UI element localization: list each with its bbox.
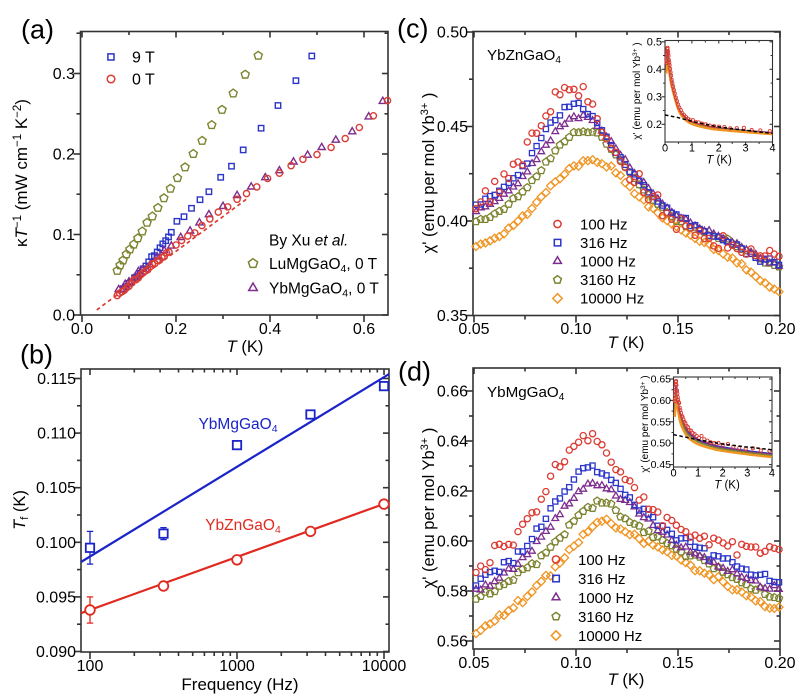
svg-text:(b): (b) xyxy=(20,340,53,370)
svg-text:0.0: 0.0 xyxy=(53,308,75,325)
svg-text:0.05: 0.05 xyxy=(458,321,489,338)
svg-text:0.60: 0.60 xyxy=(651,395,672,407)
svg-text:0.20: 0.20 xyxy=(764,655,795,672)
svg-text:0.64: 0.64 xyxy=(437,434,468,451)
svg-text:0.58: 0.58 xyxy=(437,584,468,601)
svg-text:0.50: 0.50 xyxy=(437,25,468,42)
svg-text:1000: 1000 xyxy=(219,658,255,675)
svg-text:10000 Hz: 10000 Hz xyxy=(578,628,642,645)
svg-text:316 Hz: 316 Hz xyxy=(578,571,626,588)
svg-text:T (K): T (K) xyxy=(714,480,740,492)
svg-text:0.10: 0.10 xyxy=(560,655,591,672)
svg-text:YbMgGaO4: YbMgGaO4 xyxy=(198,416,277,435)
svg-text:0.1: 0.1 xyxy=(53,227,75,244)
svg-text:0.3: 0.3 xyxy=(53,66,75,83)
svg-text:T (K): T (K) xyxy=(227,338,264,356)
svg-text:Tf (K): Tf (K) xyxy=(11,490,31,530)
svg-text:0.4: 0.4 xyxy=(259,321,281,338)
svg-text:T (K): T (K) xyxy=(608,334,645,352)
svg-text:0.3: 0.3 xyxy=(647,91,662,103)
svg-text:(d): (d) xyxy=(398,357,431,387)
svg-text:316 Hz: 316 Hz xyxy=(580,235,628,252)
svg-text:χ' (emu per mol Yb3+ ): χ' (emu per mol Yb3+ ) xyxy=(419,428,438,589)
svg-text:100 Hz: 100 Hz xyxy=(580,216,628,233)
svg-text:(c): (c) xyxy=(397,14,428,44)
svg-text:9 T: 9 T xyxy=(132,50,155,67)
svg-text:0.5: 0.5 xyxy=(647,36,662,48)
svg-text:0.2: 0.2 xyxy=(647,119,662,131)
svg-text:0.0: 0.0 xyxy=(71,321,93,338)
svg-text:4: 4 xyxy=(769,468,775,480)
svg-text:2: 2 xyxy=(716,143,722,155)
svg-text:0.40: 0.40 xyxy=(437,214,468,231)
svg-text:By Xu et al.: By Xu et al. xyxy=(269,233,348,250)
svg-text:3: 3 xyxy=(743,143,749,155)
svg-text:YbMgGaO4: YbMgGaO4 xyxy=(487,384,565,403)
svg-text:YbZnGaO4: YbZnGaO4 xyxy=(487,47,561,66)
svg-text:0.15: 0.15 xyxy=(662,321,693,338)
svg-text:0.05: 0.05 xyxy=(458,655,489,672)
svg-text:0.100: 0.100 xyxy=(36,535,76,552)
svg-text:0.62: 0.62 xyxy=(437,484,468,501)
svg-text:0.35: 0.35 xyxy=(437,308,468,325)
svg-text:YbZnGaO4: YbZnGaO4 xyxy=(205,517,281,536)
svg-text:0.110: 0.110 xyxy=(37,426,76,443)
svg-text:1: 1 xyxy=(695,468,701,480)
svg-text:10000 Hz: 10000 Hz xyxy=(580,291,644,308)
svg-text:0.115: 0.115 xyxy=(37,371,76,388)
svg-text:0.10: 0.10 xyxy=(560,321,591,338)
svg-text:χ' (emu per mol Yb3+ ): χ' (emu per mol Yb3+ ) xyxy=(419,93,438,254)
svg-text:1000 Hz: 1000 Hz xyxy=(580,254,636,271)
svg-text:0.105: 0.105 xyxy=(36,480,76,497)
svg-text:0.50: 0.50 xyxy=(651,438,672,450)
svg-text:0.66: 0.66 xyxy=(437,384,468,401)
svg-text:0.45: 0.45 xyxy=(651,459,672,471)
svg-text:LuMgGaO4, 0 T: LuMgGaO4, 0 T xyxy=(269,256,378,275)
svg-text:0.56: 0.56 xyxy=(437,634,468,651)
svg-text:0.55: 0.55 xyxy=(651,416,672,428)
svg-text:0.15: 0.15 xyxy=(662,655,693,672)
svg-text:0.45: 0.45 xyxy=(437,119,468,136)
svg-text:100 Hz: 100 Hz xyxy=(578,552,626,569)
svg-text:0.095: 0.095 xyxy=(36,589,76,606)
svg-text:3: 3 xyxy=(744,468,750,480)
svg-text:1: 1 xyxy=(689,143,695,155)
svg-text:χ' (emu per mol Yb3+ ): χ' (emu per mol Yb3+ ) xyxy=(632,42,643,139)
svg-text:3160 Hz: 3160 Hz xyxy=(578,609,634,626)
svg-text:T (K): T (K) xyxy=(706,155,732,167)
svg-text:0.090: 0.090 xyxy=(36,644,76,661)
svg-text:0.60: 0.60 xyxy=(437,534,468,551)
svg-text:4: 4 xyxy=(769,143,775,155)
svg-text:0.65: 0.65 xyxy=(651,374,672,386)
svg-text:T (K): T (K) xyxy=(608,671,645,689)
svg-text:100: 100 xyxy=(77,658,104,675)
svg-text:χ' (emu per mol Yb3+ ): χ' (emu per mol Yb3+ ) xyxy=(640,375,651,472)
svg-text:2: 2 xyxy=(720,468,726,480)
svg-text:0.20: 0.20 xyxy=(764,321,795,338)
svg-text:0: 0 xyxy=(670,468,676,480)
svg-text:(a): (a) xyxy=(21,15,54,45)
svg-text:YbMgGaO4, 0 T: YbMgGaO4, 0 T xyxy=(269,281,379,300)
svg-text:10000: 10000 xyxy=(362,658,407,675)
svg-text:1000 Hz: 1000 Hz xyxy=(578,590,634,607)
svg-text:0: 0 xyxy=(662,143,668,155)
svg-text:0.2: 0.2 xyxy=(53,147,75,164)
svg-text:0.2: 0.2 xyxy=(165,321,187,338)
svg-text:0.6: 0.6 xyxy=(353,321,375,338)
svg-text:0.4: 0.4 xyxy=(647,64,662,76)
svg-text:3160 Hz: 3160 Hz xyxy=(580,272,636,289)
svg-text:Frequency (Hz): Frequency (Hz) xyxy=(181,675,298,694)
svg-text:0 T: 0 T xyxy=(132,72,155,89)
